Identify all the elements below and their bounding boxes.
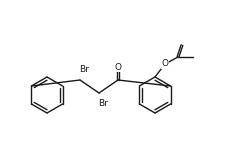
Text: Br: Br (98, 99, 108, 108)
Text: Br: Br (79, 65, 89, 75)
Text: O: O (114, 62, 122, 71)
Text: O: O (162, 60, 169, 69)
